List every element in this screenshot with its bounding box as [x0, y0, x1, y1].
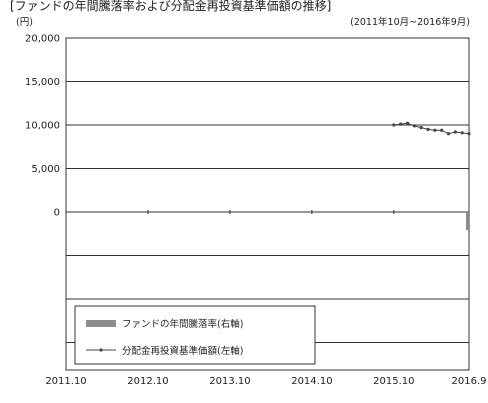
legend-line-marker [99, 348, 102, 351]
x-tick-label: 2015.10 [373, 376, 414, 387]
nav-point [413, 124, 416, 127]
bar-series [466, 212, 469, 230]
gridlines [66, 82, 469, 343]
y-tick-label: 10,000 [25, 121, 60, 132]
nav-point [447, 132, 450, 135]
nav-point [399, 123, 402, 126]
x-tick-label: 2011.10 [45, 376, 86, 387]
x-tick-label: 2014.10 [291, 376, 332, 387]
y-tick-label: 0 [54, 208, 60, 219]
y-tick-label: 20,000 [25, 34, 60, 45]
line-series [392, 122, 470, 136]
y-tick-label: 15,000 [25, 77, 60, 88]
nav-point [406, 122, 409, 125]
return-bar [466, 212, 469, 230]
nav-point [467, 132, 470, 135]
y-unit-label: (円) [16, 17, 33, 28]
y-tick-label: 5,000 [31, 164, 60, 175]
legend: ファンドの年間騰落率(右軸) 分配金再投資基準価額(左軸) [75, 306, 315, 364]
nav-point [426, 128, 429, 131]
legend-label-bar: ファンドの年間騰落率(右軸) [122, 318, 243, 330]
chart-title: [ファンドの年間騰落率および分配金再投資基準価額の推移] [10, 0, 331, 13]
legend-label-line: 分配金再投資基準価額(左軸) [122, 345, 243, 357]
nav-point [461, 131, 464, 134]
x-tick-label: 2016.9 [452, 376, 487, 387]
nav-point [433, 129, 436, 132]
period-label: (2011年10月~2016年9月) [350, 16, 470, 28]
legend-bar-swatch [86, 320, 116, 327]
nav-point [454, 130, 457, 133]
x-tick-label: 2012.10 [127, 376, 168, 387]
nav-point [392, 123, 395, 126]
nav-point [420, 126, 423, 129]
y-axis-ticks: 20,000 15,000 10,000 5,000 0 [25, 34, 60, 219]
x-tick-label: 2013.10 [209, 376, 250, 387]
nav-point [440, 129, 443, 132]
